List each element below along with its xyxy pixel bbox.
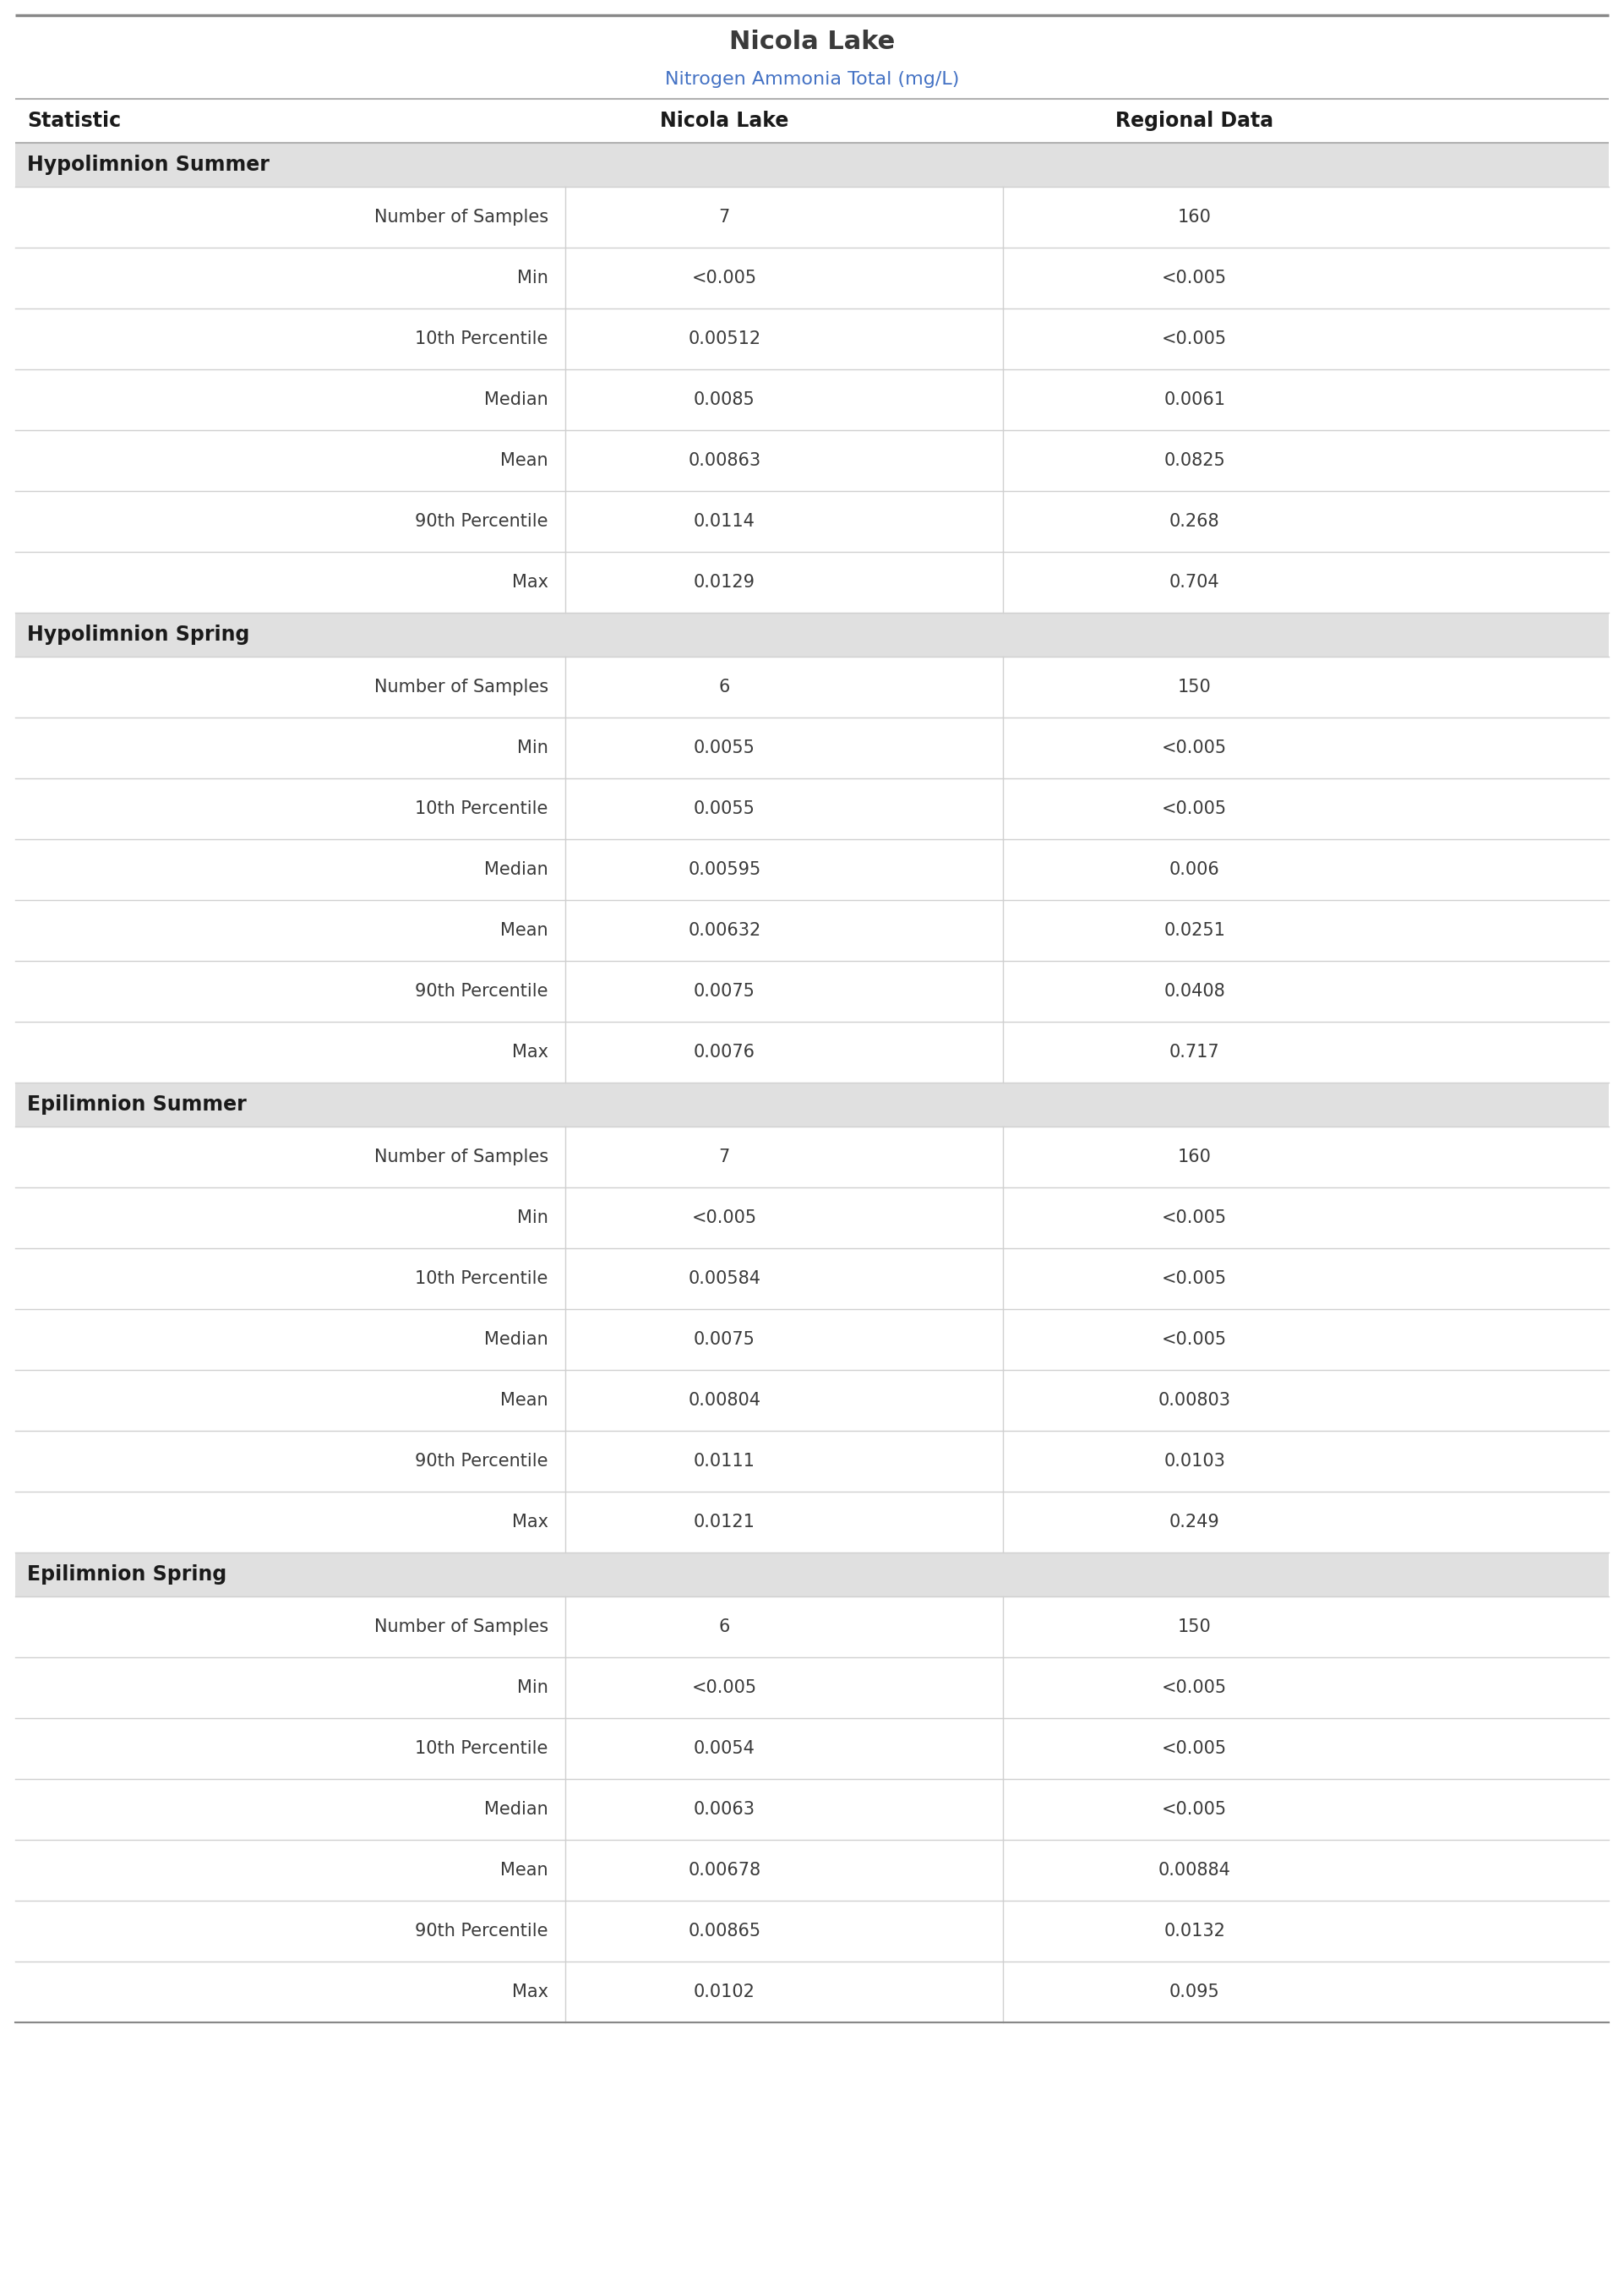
Text: 0.00632: 0.00632 (689, 922, 760, 940)
Text: Regional Data: Regional Data (1116, 111, 1273, 132)
Text: 160: 160 (1177, 209, 1212, 225)
Text: 0.0103: 0.0103 (1164, 1453, 1224, 1471)
Text: <0.005: <0.005 (692, 270, 757, 286)
Text: Median: Median (484, 390, 547, 409)
Text: 0.268: 0.268 (1169, 513, 1220, 531)
Text: <0.005: <0.005 (1161, 801, 1228, 817)
Text: 90th Percentile: 90th Percentile (416, 513, 547, 531)
Text: 0.0085: 0.0085 (693, 390, 755, 409)
Text: 0.0075: 0.0075 (693, 983, 755, 1001)
Text: <0.005: <0.005 (1161, 1210, 1228, 1226)
Text: <0.005: <0.005 (1161, 1800, 1228, 1818)
Text: <0.005: <0.005 (1161, 270, 1228, 286)
Text: 0.00863: 0.00863 (689, 452, 760, 470)
Text: <0.005: <0.005 (1161, 1271, 1228, 1287)
Text: Min: Min (516, 270, 547, 286)
Text: 0.249: 0.249 (1169, 1514, 1220, 1530)
Text: 0.0055: 0.0055 (693, 801, 755, 817)
Text: <0.005: <0.005 (1161, 1741, 1228, 1757)
Text: 0.0251: 0.0251 (1164, 922, 1224, 940)
Text: <0.005: <0.005 (692, 1680, 757, 1696)
Text: 0.0102: 0.0102 (693, 1984, 755, 2000)
Text: Min: Min (516, 1680, 547, 1696)
Text: Epilimnion Spring: Epilimnion Spring (28, 1564, 227, 1584)
Text: Median: Median (484, 860, 547, 878)
Text: 0.0075: 0.0075 (693, 1330, 755, 1348)
Text: 0.0061: 0.0061 (1164, 390, 1224, 409)
Bar (15, 613, 1609, 656)
Text: Max: Max (512, 1044, 547, 1060)
Text: 0.00803: 0.00803 (1158, 1392, 1231, 1410)
Text: Median: Median (484, 1800, 547, 1818)
Text: 0.0054: 0.0054 (693, 1741, 755, 1757)
Text: 150: 150 (1177, 679, 1212, 695)
Text: 0.0076: 0.0076 (693, 1044, 755, 1060)
Text: 0.00678: 0.00678 (689, 1861, 760, 1880)
Text: Nitrogen Ammonia Total (mg/L): Nitrogen Ammonia Total (mg/L) (664, 70, 960, 89)
Bar (15, 143, 1609, 186)
Text: Number of Samples: Number of Samples (374, 209, 547, 225)
Text: 0.0408: 0.0408 (1164, 983, 1224, 1001)
Text: 10th Percentile: 10th Percentile (416, 1741, 547, 1757)
Text: <0.005: <0.005 (1161, 331, 1228, 347)
Text: 10th Percentile: 10th Percentile (416, 1271, 547, 1287)
Text: 0.704: 0.704 (1169, 574, 1220, 590)
Text: 6: 6 (719, 1619, 731, 1634)
Text: <0.005: <0.005 (1161, 740, 1228, 756)
Text: 0.006: 0.006 (1169, 860, 1220, 878)
Text: 0.0121: 0.0121 (693, 1514, 755, 1530)
Text: 90th Percentile: 90th Percentile (416, 1923, 547, 1941)
Text: <0.005: <0.005 (692, 1210, 757, 1226)
Text: 0.0114: 0.0114 (693, 513, 755, 531)
Text: 0.095: 0.095 (1169, 1984, 1220, 2000)
Text: 0.00884: 0.00884 (1158, 1861, 1231, 1880)
Text: Epilimnion Summer: Epilimnion Summer (28, 1094, 247, 1115)
Text: Nicola Lake: Nicola Lake (659, 111, 789, 132)
Text: 6: 6 (719, 679, 731, 695)
Text: 10th Percentile: 10th Percentile (416, 801, 547, 817)
Text: 0.0129: 0.0129 (693, 574, 755, 590)
Text: 7: 7 (719, 209, 729, 225)
Text: Median: Median (484, 1330, 547, 1348)
Text: Mean: Mean (500, 1861, 547, 1880)
Text: Max: Max (512, 1984, 547, 2000)
Bar (15, 1553, 1609, 1596)
Text: <0.005: <0.005 (1161, 1680, 1228, 1696)
Text: 10th Percentile: 10th Percentile (416, 331, 547, 347)
Text: Max: Max (512, 574, 547, 590)
Text: Mean: Mean (500, 452, 547, 470)
Text: 160: 160 (1177, 1149, 1212, 1165)
Text: 0.0063: 0.0063 (693, 1800, 755, 1818)
Text: 0.0055: 0.0055 (693, 740, 755, 756)
Text: Nicola Lake: Nicola Lake (729, 30, 895, 54)
Text: Mean: Mean (500, 922, 547, 940)
Text: 0.00595: 0.00595 (689, 860, 760, 878)
Text: Statistic: Statistic (28, 111, 120, 132)
Text: 0.00865: 0.00865 (689, 1923, 760, 1941)
Text: Hypolimnion Spring: Hypolimnion Spring (28, 624, 250, 645)
Text: Max: Max (512, 1514, 547, 1530)
Text: 90th Percentile: 90th Percentile (416, 1453, 547, 1471)
Text: 0.00512: 0.00512 (689, 331, 760, 347)
Text: Hypolimnion Summer: Hypolimnion Summer (28, 154, 270, 175)
Text: 0.717: 0.717 (1169, 1044, 1220, 1060)
Text: Number of Samples: Number of Samples (374, 1149, 547, 1165)
Text: Number of Samples: Number of Samples (374, 1619, 547, 1634)
Text: 0.00804: 0.00804 (689, 1392, 760, 1410)
Text: 7: 7 (719, 1149, 729, 1165)
Text: Min: Min (516, 740, 547, 756)
Text: 90th Percentile: 90th Percentile (416, 983, 547, 1001)
Text: 0.0825: 0.0825 (1164, 452, 1224, 470)
Text: 0.0111: 0.0111 (693, 1453, 755, 1471)
Text: Number of Samples: Number of Samples (374, 679, 547, 695)
Text: Min: Min (516, 1210, 547, 1226)
Text: <0.005: <0.005 (1161, 1330, 1228, 1348)
Text: 0.00584: 0.00584 (689, 1271, 760, 1287)
Text: Mean: Mean (500, 1392, 547, 1410)
Text: 0.0132: 0.0132 (1164, 1923, 1224, 1941)
Bar (15, 1083, 1609, 1126)
Text: 150: 150 (1177, 1619, 1212, 1634)
